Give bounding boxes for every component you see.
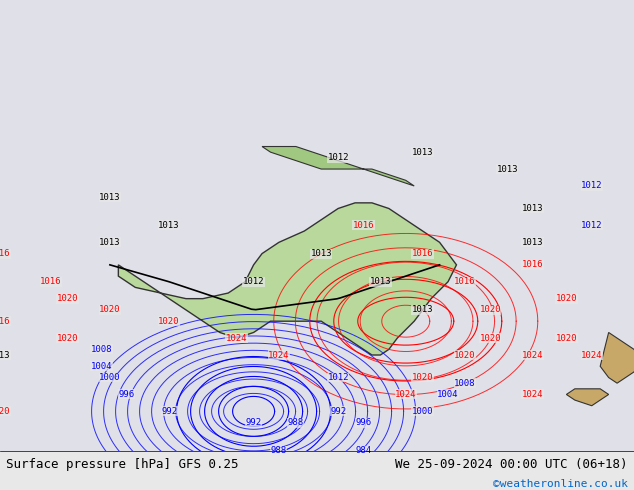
Text: 1020: 1020 xyxy=(57,334,79,343)
Text: We 25-09-2024 00:00 UTC (06+18): We 25-09-2024 00:00 UTC (06+18) xyxy=(395,458,628,471)
Text: 1020: 1020 xyxy=(555,334,577,343)
Text: 1008: 1008 xyxy=(91,345,112,354)
Polygon shape xyxy=(600,332,634,383)
Text: 1012: 1012 xyxy=(327,373,349,382)
Text: 1013: 1013 xyxy=(522,238,543,247)
Text: 1020: 1020 xyxy=(57,294,79,303)
Text: 1004: 1004 xyxy=(437,390,459,399)
Text: 1020: 1020 xyxy=(412,373,434,382)
Text: 1016: 1016 xyxy=(353,221,374,230)
Text: 1020: 1020 xyxy=(555,294,577,303)
Text: Surface pressure [hPa] GFS 0.25: Surface pressure [hPa] GFS 0.25 xyxy=(6,458,239,471)
Text: 1013: 1013 xyxy=(99,193,120,202)
Text: 1013: 1013 xyxy=(496,165,518,173)
Text: 1000: 1000 xyxy=(412,407,434,416)
Text: 1016: 1016 xyxy=(412,249,434,258)
Text: 1013: 1013 xyxy=(522,204,543,213)
Text: 1020: 1020 xyxy=(158,317,180,326)
Text: 1024: 1024 xyxy=(522,390,543,399)
Text: 1016: 1016 xyxy=(522,260,543,270)
Text: 1024: 1024 xyxy=(395,390,417,399)
Text: 1020: 1020 xyxy=(0,407,11,416)
Text: 1016: 1016 xyxy=(0,317,11,326)
Polygon shape xyxy=(119,203,456,355)
Text: 1016: 1016 xyxy=(454,277,476,286)
Text: 1012: 1012 xyxy=(243,277,264,286)
Text: 1013: 1013 xyxy=(370,277,391,286)
Polygon shape xyxy=(566,389,609,406)
Text: 1008: 1008 xyxy=(454,379,476,388)
Text: 1024: 1024 xyxy=(522,350,543,360)
Text: 1020: 1020 xyxy=(479,334,501,343)
Text: 1004: 1004 xyxy=(91,362,112,371)
Text: 1013: 1013 xyxy=(412,305,434,315)
Text: 1012: 1012 xyxy=(581,181,602,191)
Text: 1000: 1000 xyxy=(99,373,120,382)
Text: 1024: 1024 xyxy=(581,350,602,360)
Text: 1020: 1020 xyxy=(99,305,120,315)
Text: 992: 992 xyxy=(245,418,262,427)
Text: 1013: 1013 xyxy=(311,249,332,258)
Text: 1013: 1013 xyxy=(99,238,120,247)
Text: 1013: 1013 xyxy=(158,221,180,230)
Text: 992: 992 xyxy=(161,407,177,416)
Text: 1013: 1013 xyxy=(412,147,434,157)
Text: 1016: 1016 xyxy=(0,249,11,258)
Text: 996: 996 xyxy=(356,418,372,427)
Polygon shape xyxy=(262,147,414,186)
Text: ©weatheronline.co.uk: ©weatheronline.co.uk xyxy=(493,479,628,489)
Text: 1016: 1016 xyxy=(40,277,61,286)
Text: 1024: 1024 xyxy=(268,350,290,360)
Text: 984: 984 xyxy=(356,446,372,455)
Text: 1013: 1013 xyxy=(0,350,11,360)
Text: 988: 988 xyxy=(288,418,304,427)
Text: 1020: 1020 xyxy=(479,305,501,315)
Text: 1024: 1024 xyxy=(226,334,247,343)
Text: 1020: 1020 xyxy=(454,350,476,360)
Text: 1012: 1012 xyxy=(581,221,602,230)
Text: 1012: 1012 xyxy=(327,153,349,162)
Text: 996: 996 xyxy=(119,390,135,399)
Text: 988: 988 xyxy=(271,446,287,455)
Text: 992: 992 xyxy=(330,407,346,416)
